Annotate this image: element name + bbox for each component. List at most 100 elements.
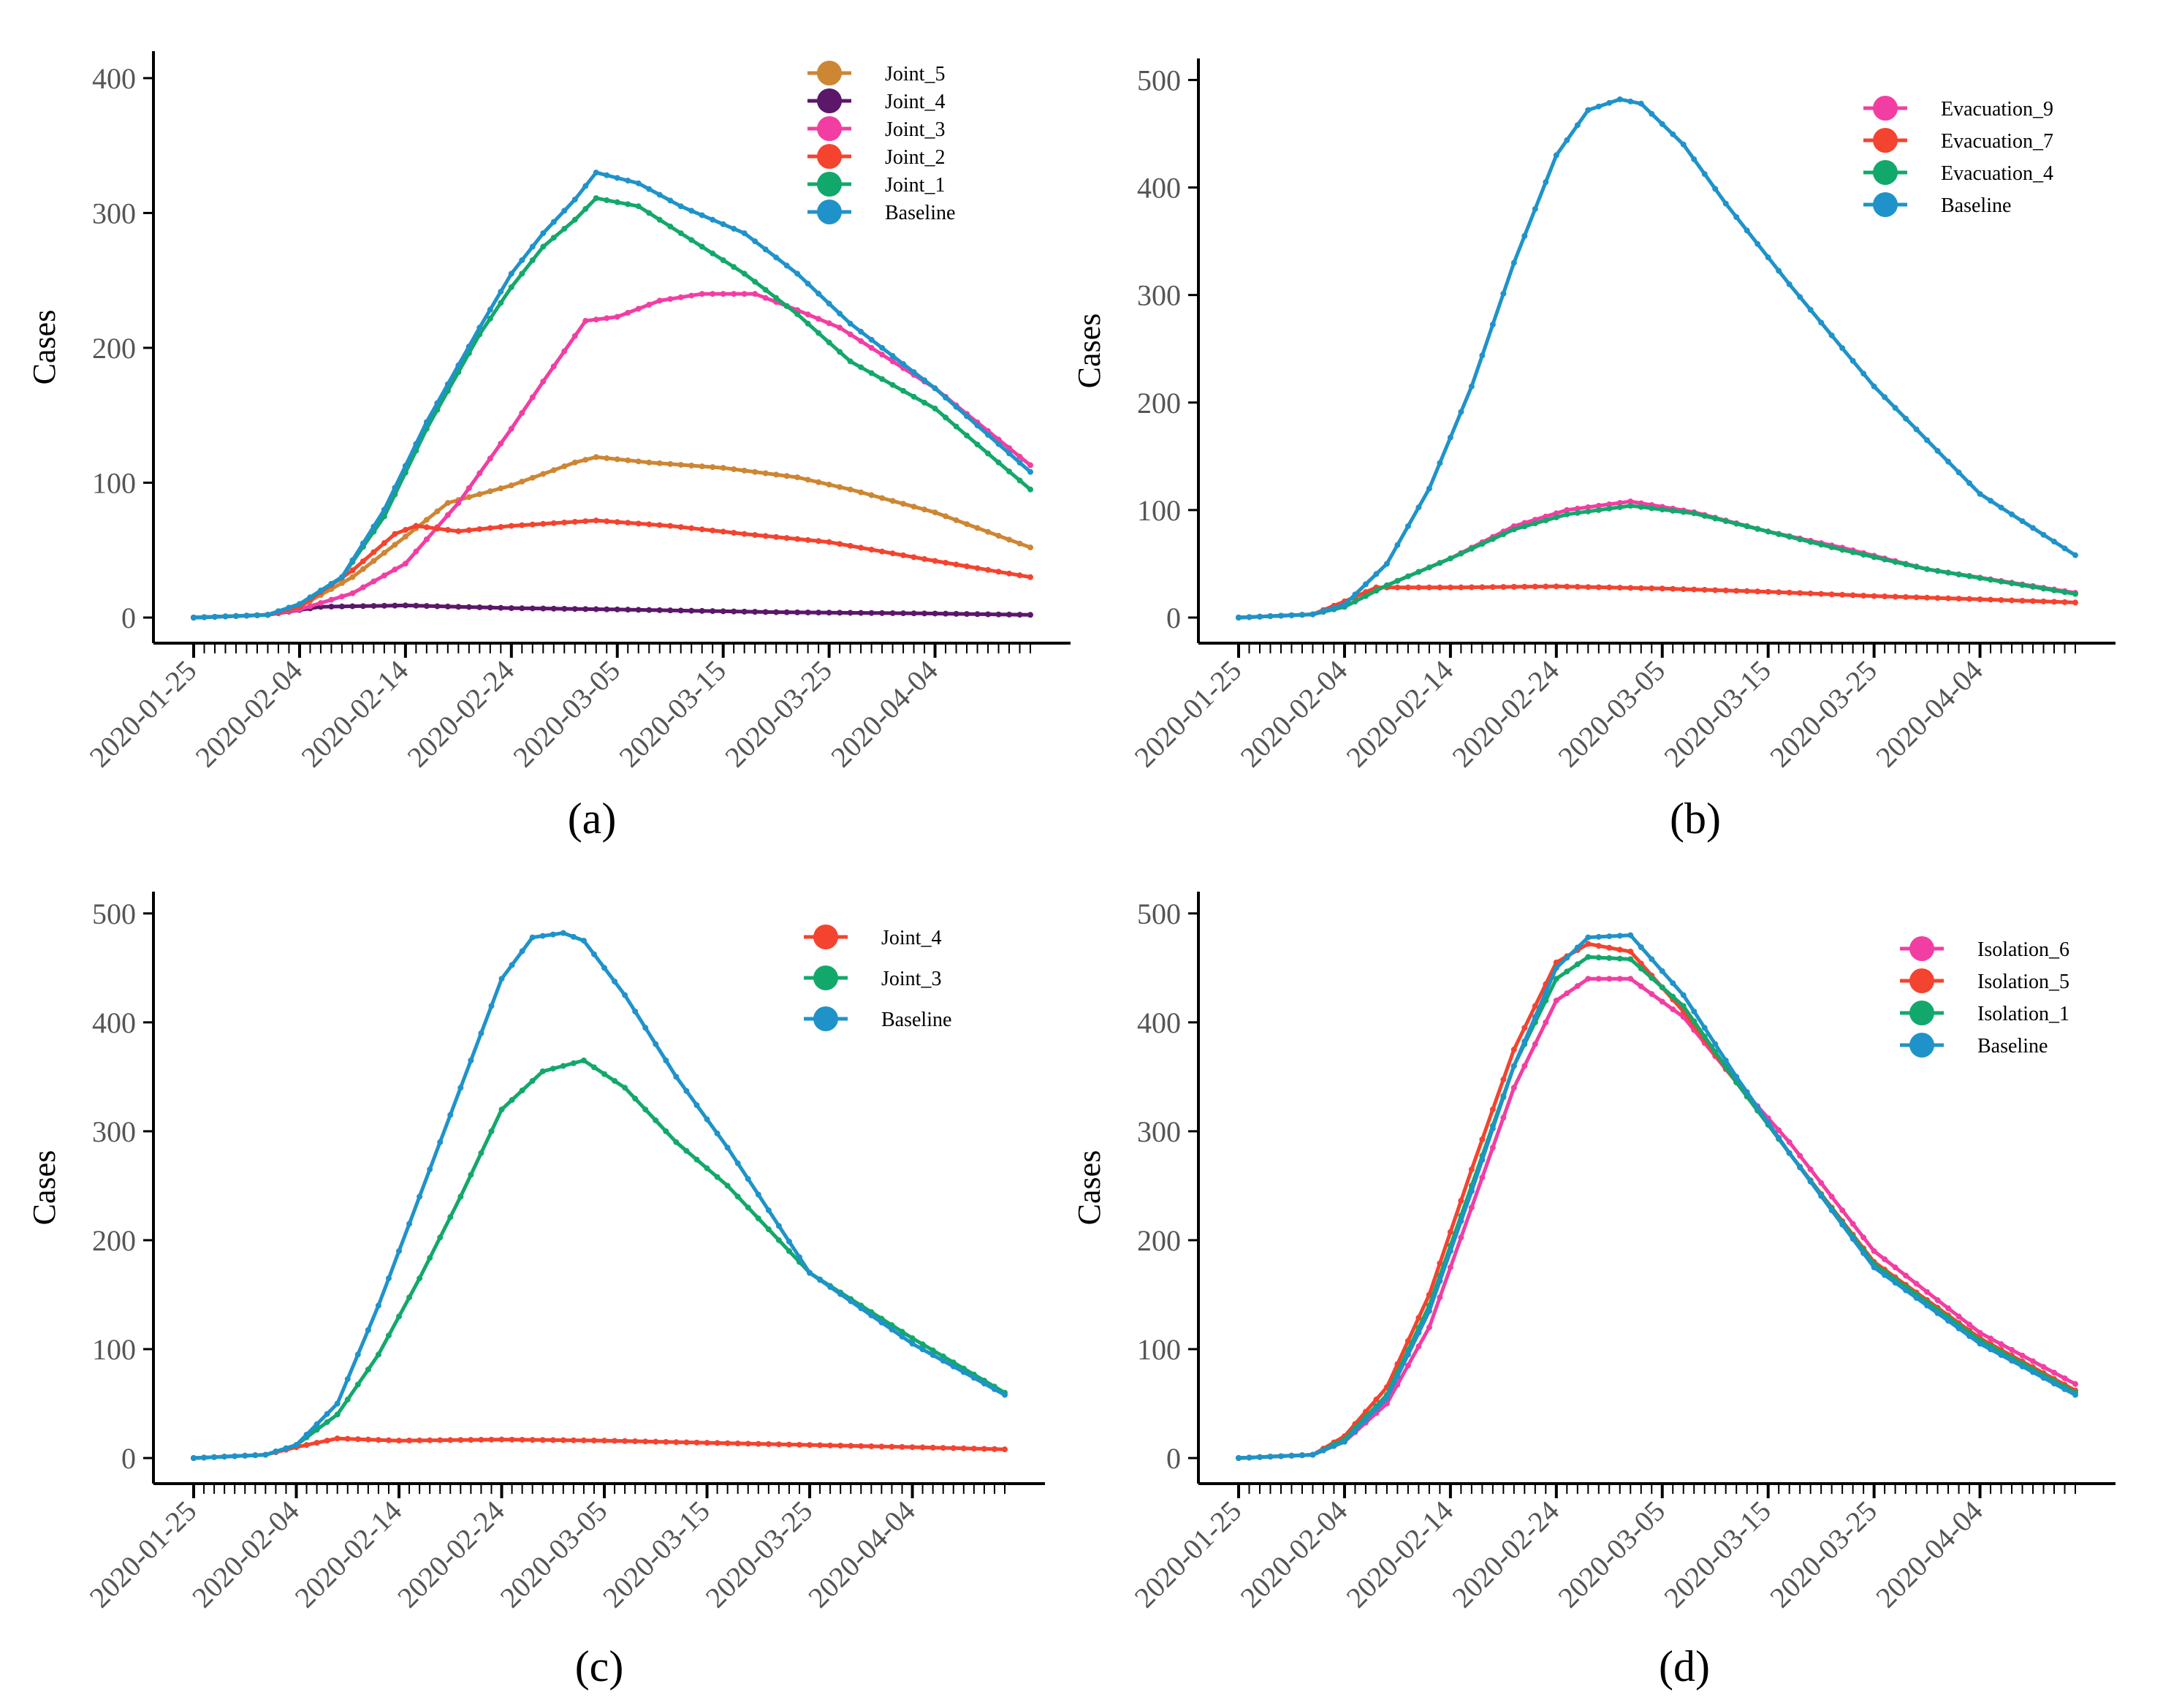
data-point xyxy=(402,561,408,567)
data-point xyxy=(338,603,345,610)
data-point xyxy=(402,463,408,469)
data-point xyxy=(1828,544,1835,550)
series-joint-3 xyxy=(191,1058,1008,1461)
data-point xyxy=(457,1085,464,1091)
data-point xyxy=(646,521,653,528)
data-point xyxy=(1383,561,1390,567)
data-point xyxy=(468,1172,474,1178)
data-point xyxy=(995,569,1002,575)
data-point xyxy=(582,518,589,525)
data-point xyxy=(283,1445,289,1451)
data-point xyxy=(953,403,959,410)
data-point xyxy=(816,610,822,616)
data-point xyxy=(1510,526,1517,533)
data-point xyxy=(1016,540,1023,547)
data-point xyxy=(1786,281,1793,287)
data-point xyxy=(508,482,514,489)
data-point xyxy=(1828,1207,1835,1213)
data-point xyxy=(385,1437,392,1443)
data-point xyxy=(816,479,822,485)
data-point xyxy=(943,414,949,421)
data-point xyxy=(2072,1381,2078,1387)
data-point xyxy=(889,382,896,388)
data-point xyxy=(1564,137,1570,143)
data-point xyxy=(991,1386,997,1392)
data-point xyxy=(964,521,970,528)
data-point xyxy=(1394,584,1401,591)
data-point xyxy=(837,324,843,331)
data-point xyxy=(427,1166,433,1173)
data-point xyxy=(794,270,801,277)
data-point xyxy=(1404,1351,1411,1358)
data-point xyxy=(1027,544,1033,551)
x-tick-label: 2020-03-25 xyxy=(718,654,838,774)
legend-label: Isolation_5 xyxy=(1977,971,2069,993)
data-point xyxy=(762,286,769,293)
data-point xyxy=(434,603,441,610)
data-point xyxy=(794,609,801,615)
legend-item: Baseline xyxy=(1900,1033,2048,1058)
y-axis-title: Cases xyxy=(1071,1150,1107,1226)
data-point xyxy=(2061,545,2068,552)
data-point xyxy=(614,175,620,181)
data-point xyxy=(970,1446,977,1452)
data-point xyxy=(1564,583,1570,590)
legend-item: Isolation_5 xyxy=(1900,968,2069,993)
data-point xyxy=(741,531,748,537)
data-point xyxy=(714,1174,721,1180)
data-point xyxy=(710,291,716,297)
data-point xyxy=(1882,1272,1888,1278)
data-point xyxy=(710,216,716,223)
data-point xyxy=(593,606,599,612)
data-point xyxy=(1437,1260,1443,1267)
data-point xyxy=(837,311,843,317)
data-point xyxy=(1574,509,1581,516)
data-point xyxy=(1616,946,1623,953)
data-point xyxy=(455,362,462,368)
data-point xyxy=(317,600,324,607)
series-line xyxy=(1238,933,2077,1460)
data-point xyxy=(1468,1166,1475,1173)
data-point xyxy=(1016,572,1023,579)
data-point xyxy=(699,607,705,614)
data-point xyxy=(932,405,938,411)
data-point xyxy=(560,1063,566,1069)
chart-panel-1: 0100200300400Cases2020-01-252020-02-0420… xyxy=(26,51,1071,843)
legend-label: Joint_4 xyxy=(885,91,945,113)
data-point xyxy=(807,1442,813,1449)
data-point xyxy=(1489,584,1496,591)
data-point xyxy=(1585,504,1592,510)
data-point xyxy=(519,948,525,954)
data-point xyxy=(375,1351,381,1358)
data-point xyxy=(642,1438,649,1445)
data-point xyxy=(560,1437,566,1443)
data-point xyxy=(1988,1346,1994,1353)
data-point xyxy=(1521,1025,1528,1031)
data-point xyxy=(805,477,811,483)
data-point xyxy=(601,965,608,971)
data-point xyxy=(550,363,557,370)
data-point xyxy=(2072,591,2078,597)
data-point xyxy=(1807,1178,1814,1185)
data-point xyxy=(465,527,472,534)
data-point xyxy=(921,610,928,617)
data-point xyxy=(953,610,959,617)
data-point xyxy=(847,331,854,338)
data-point xyxy=(1426,485,1432,492)
data-point xyxy=(1670,507,1676,514)
data-point xyxy=(1267,1454,1274,1460)
data-point xyxy=(338,574,345,580)
data-point xyxy=(1744,227,1750,234)
data-point xyxy=(1670,1006,1676,1012)
data-point xyxy=(1595,503,1602,509)
data-point xyxy=(385,1275,392,1282)
series-line xyxy=(193,1058,1006,1460)
data-point xyxy=(550,219,557,225)
data-point xyxy=(1404,584,1411,591)
data-point xyxy=(1331,604,1337,611)
data-point xyxy=(755,1191,761,1198)
data-point xyxy=(392,542,398,548)
data-point xyxy=(254,612,260,618)
data-point xyxy=(1595,584,1602,591)
data-point xyxy=(1458,1234,1464,1241)
